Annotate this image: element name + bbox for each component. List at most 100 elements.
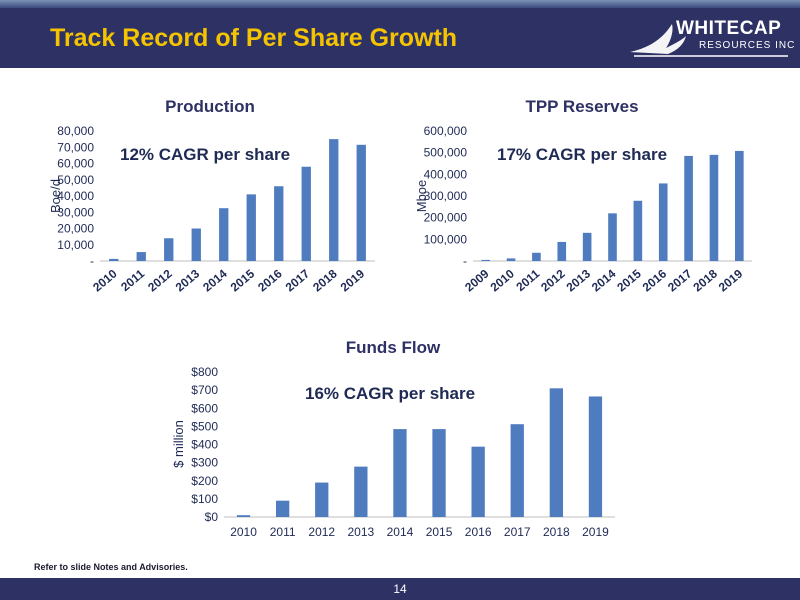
x-tick-label: 2019 — [338, 266, 368, 294]
x-tick-label: 2018 — [543, 525, 570, 539]
bar-2016 — [471, 446, 485, 517]
bar-2019 — [588, 396, 603, 517]
y-tick-label: 10,000 — [57, 238, 94, 252]
y-tick-label: 70,000 — [57, 140, 94, 154]
y-tick-label: 500,000 — [424, 146, 468, 160]
x-tick-label: 2017 — [665, 266, 695, 294]
bar-2019 — [356, 144, 366, 261]
x-tick-label: 2016 — [465, 525, 492, 539]
y-tick-label: $100 — [191, 492, 218, 506]
x-tick-label: 2010 — [90, 266, 120, 294]
x-tick-label: 2013 — [564, 266, 594, 294]
bar-2018 — [329, 139, 339, 261]
y-tick-label: 40,000 — [57, 189, 94, 203]
y-tick-label: $800 — [191, 365, 218, 379]
y-tick-label: $600 — [191, 401, 218, 415]
page-number: 14 — [393, 582, 407, 596]
slide-footer — [0, 578, 800, 600]
x-tick-label: 2013 — [347, 525, 374, 539]
x-tick-label: 2011 — [118, 266, 147, 294]
cagr-annotation: 12% CAGR per share — [120, 145, 290, 164]
x-tick-label: 2017 — [283, 266, 313, 294]
x-tick-label: 2018 — [310, 266, 340, 294]
y-tick-label: $700 — [191, 383, 218, 397]
x-tick-label: 2009 — [462, 266, 492, 294]
logo-icon — [630, 24, 788, 57]
x-tick-label: 2018 — [690, 266, 720, 294]
y-axis-label: Mboe — [414, 180, 429, 213]
bar-2018 — [549, 388, 563, 517]
y-tick-label: $300 — [191, 456, 218, 470]
y-tick-label: 600,000 — [424, 124, 468, 138]
y-tick-label: 200,000 — [424, 211, 468, 225]
bar-2015 — [246, 194, 256, 261]
y-tick-label: 400,000 — [424, 167, 468, 181]
bar-2019 — [735, 150, 744, 261]
bar-2016 — [274, 186, 284, 261]
bar-2015 — [432, 429, 446, 517]
bar-2014 — [608, 213, 617, 261]
y-tick-label: - — [90, 254, 94, 268]
bar-2011 — [276, 500, 290, 517]
bar-2012 — [164, 238, 174, 261]
bar-2009 — [481, 259, 490, 261]
bar-2017 — [684, 155, 693, 261]
x-tick-label: 2016 — [640, 266, 670, 294]
y-tick-label: 20,000 — [57, 222, 94, 236]
logo-subtitle: RESOURCES INC — [699, 40, 796, 51]
bar-2018 — [709, 154, 719, 261]
y-tick-label: 300,000 — [424, 189, 468, 203]
bar-2017 — [301, 166, 311, 261]
y-tick-label: 30,000 — [57, 205, 94, 219]
bar-2011 — [136, 252, 146, 261]
y-axis-label: $ million — [171, 420, 186, 468]
cagr-annotation: 16% CAGR per share — [305, 384, 475, 403]
x-tick-label: 2019 — [716, 266, 746, 294]
x-tick-label: 2011 — [270, 525, 296, 539]
x-tick-label: 2014 — [589, 266, 619, 294]
x-tick-label: 2012 — [145, 266, 175, 294]
y-tick-label: 100,000 — [424, 232, 468, 246]
chart-title: TPP Reserves — [525, 97, 638, 116]
y-tick-label: 80,000 — [57, 124, 94, 138]
bar-2012 — [557, 241, 567, 261]
x-tick-label: 2010 — [488, 266, 518, 294]
x-tick-label: 2017 — [504, 525, 531, 539]
x-tick-label: 2015 — [426, 525, 453, 539]
bar-2013 — [354, 466, 368, 517]
x-tick-label: 2012 — [308, 525, 335, 539]
bar-2011 — [532, 252, 541, 261]
chart-title: Funds Flow — [346, 338, 441, 357]
x-tick-label: 2015 — [228, 266, 258, 294]
bar-2015 — [633, 200, 643, 261]
y-axis-label: Boe/d — [48, 179, 63, 213]
bar-2014 — [393, 429, 407, 517]
bar-2012 — [315, 482, 329, 517]
bar-2010 — [506, 258, 516, 261]
footnote: Refer to slide Notes and Advisories. — [34, 562, 188, 572]
x-tick-label: 2013 — [173, 266, 203, 294]
y-tick-label: 50,000 — [57, 173, 94, 187]
logo-wordmark: WHITECAP — [676, 18, 782, 39]
bar-2016 — [658, 183, 668, 261]
bar-2013 — [191, 228, 201, 261]
x-tick-label: 2012 — [538, 266, 568, 294]
bar-2013 — [582, 232, 592, 261]
bar-2014 — [219, 208, 229, 261]
y-tick-label: $0 — [205, 510, 219, 524]
charts-canvas: Production 12% CAGR per share Boe/d - 10,000… — [48, 97, 752, 539]
y-tick-label: $500 — [191, 419, 218, 433]
x-tick-label: 2015 — [614, 266, 644, 294]
x-tick-label: 2011 — [513, 266, 542, 294]
y-tick-label: 60,000 — [57, 157, 94, 171]
y-tick-label: $400 — [191, 438, 218, 452]
bar-2017 — [510, 424, 524, 517]
cagr-annotation: 17% CAGR per share — [497, 145, 667, 164]
x-tick-label: 2014 — [200, 266, 230, 294]
y-tick-label: - — [463, 254, 467, 268]
x-tick-label: 2014 — [387, 525, 414, 539]
chart-title: Production — [165, 97, 255, 116]
bar-2010 — [109, 258, 119, 261]
x-tick-label: 2010 — [230, 525, 257, 539]
y-tick-label: $200 — [191, 474, 218, 488]
